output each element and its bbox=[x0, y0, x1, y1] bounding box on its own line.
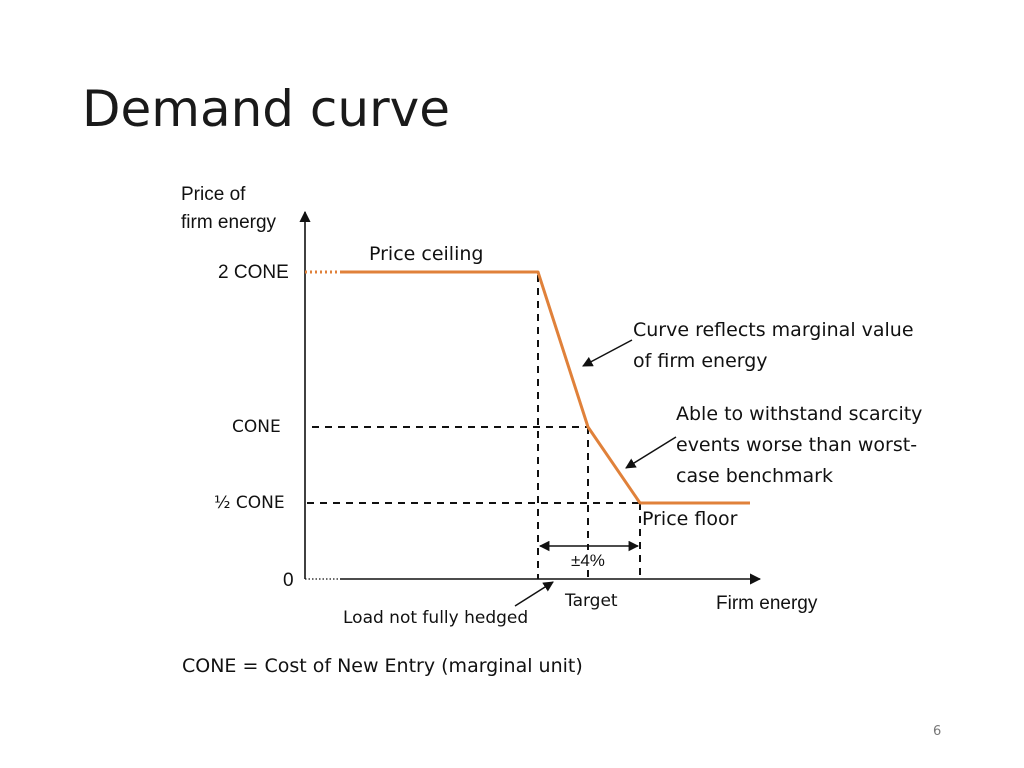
demand-curve bbox=[342, 270, 750, 505]
load-note-label: Load not fully hedged bbox=[343, 608, 528, 628]
scarcity-note-line3: case benchmark bbox=[676, 465, 833, 487]
cone-definition-footnote: CONE = Cost of New Entry (marginal unit) bbox=[182, 655, 583, 677]
scarcity-note-arrow bbox=[625, 436, 677, 469]
price-floor-label: Price floor bbox=[642, 508, 738, 530]
y-tick-2cone: 2 CONE bbox=[218, 262, 289, 283]
x-axis-label: Firm energy bbox=[716, 593, 818, 614]
load-note-arrow bbox=[514, 581, 554, 607]
dashed-guides bbox=[307, 275, 641, 579]
target-label: Target bbox=[564, 591, 618, 611]
y-tick-half-cone: ½ CONE bbox=[214, 493, 285, 513]
curve-note-line2: of firm energy bbox=[633, 350, 768, 372]
curve-note-line1: Curve reflects marginal value bbox=[633, 319, 914, 341]
price-ceiling-label: Price ceiling bbox=[369, 243, 483, 265]
scarcity-note-line2: events worse than worst- bbox=[676, 434, 917, 456]
page-number: 6 bbox=[933, 724, 942, 739]
slide-title: Demand curve bbox=[82, 80, 451, 138]
band-label: ±4% bbox=[571, 551, 605, 570]
y-axis-label-line2: firm energy bbox=[181, 212, 277, 233]
scarcity-note-line1: Able to withstand scarcity bbox=[676, 403, 922, 425]
y-axis-label-line1: Price of bbox=[181, 184, 246, 205]
y-tick-cone: CONE bbox=[232, 417, 281, 437]
curve-note-arrow bbox=[582, 339, 633, 367]
band-label-bg bbox=[568, 550, 618, 570]
y-tick-zero: 0 bbox=[283, 570, 294, 591]
